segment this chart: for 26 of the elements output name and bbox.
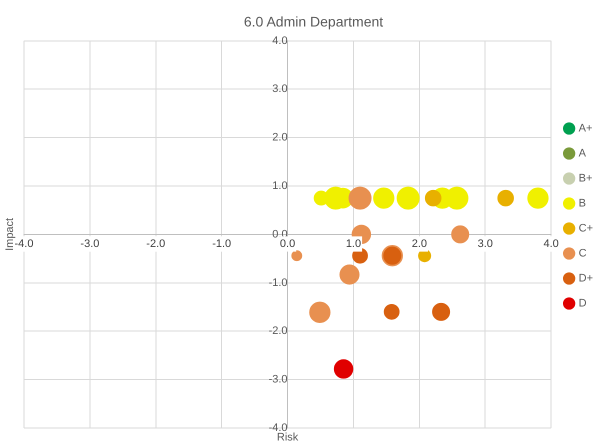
legend-label: B (578, 198, 586, 210)
y-tick-label: 2.0 (272, 132, 288, 144)
x-tick-label: -4.0 (14, 238, 34, 250)
x-axis-title: Risk (276, 432, 299, 444)
y-tick-label: -2.0 (268, 325, 288, 338)
legend-label: C (578, 248, 587, 260)
legend-label: D+ (578, 272, 594, 285)
x-tick-label: 3.0 (478, 238, 493, 250)
x-tick-label: 2.0 (412, 238, 427, 250)
x-tick-label: 4.0 (543, 238, 559, 250)
y-tick-label: 1.0 (272, 180, 288, 192)
y-axis-title: Impact (4, 218, 16, 251)
legend-label: A (578, 148, 587, 160)
x-tick-label: -1.0 (212, 238, 232, 250)
y-tick-label: 3.0 (272, 83, 288, 96)
x-tick-label: -2.0 (146, 238, 166, 250)
x-tick-label: -3.0 (80, 238, 100, 250)
legend-label: A+ (578, 122, 592, 135)
y-tick-label: -3.0 (268, 374, 288, 386)
x-tick-label: 1.0 (346, 238, 362, 250)
y-tick-label: -1.0 (268, 276, 288, 289)
legend-label: D (578, 298, 587, 310)
legend-label: C+ (578, 222, 594, 235)
legend-label: B+ (578, 172, 592, 185)
chart-title: 6.0 Admin Department (244, 13, 384, 30)
y-tick-label: 4.0 (272, 34, 288, 47)
